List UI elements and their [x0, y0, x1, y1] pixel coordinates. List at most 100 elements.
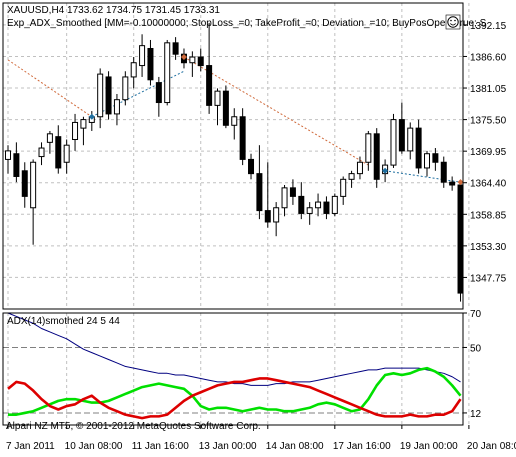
price-tick-label: 1369.95: [470, 147, 507, 158]
bear-candle-body: [264, 210, 271, 223]
candle[interactable]: [289, 179, 296, 205]
candle[interactable]: [390, 113, 397, 168]
bull-candle-body: [97, 73, 104, 118]
candle[interactable]: [373, 128, 380, 188]
bear-candle-body: [55, 136, 62, 169]
candles[interactable]: [5, 22, 464, 302]
bull-candle-body: [72, 121, 79, 141]
price-tick-label: 1347.75: [470, 273, 507, 284]
candle[interactable]: [130, 57, 137, 89]
candle[interactable]: [46, 130, 53, 154]
time-axis: 7 Jan 2011 10 Jan 08:00 11 Jan 16:00 13 Jan…: [6, 425, 516, 452]
candle[interactable]: [97, 68, 104, 129]
bull-candle-body: [407, 127, 414, 152]
candle[interactable]: [13, 142, 20, 183]
candle[interactable]: [21, 162, 28, 208]
candle[interactable]: [449, 176, 456, 191]
candle[interactable]: [72, 113, 79, 151]
bull-candle-body: [331, 195, 338, 214]
bull-candle-body: [231, 116, 238, 126]
candle[interactable]: [55, 125, 62, 174]
candle[interactable]: [365, 130, 372, 171]
smiley-face-icon[interactable]: [445, 14, 461, 30]
candle[interactable]: [5, 145, 11, 174]
candle[interactable]: [415, 119, 422, 174]
bear-candle-body: [449, 181, 456, 186]
candle[interactable]: [38, 142, 45, 166]
candle[interactable]: [147, 39, 154, 86]
price-axis: 1392.15 1386.60 1381.05 1375.50 1369.95 1364.…: [463, 21, 507, 284]
candle[interactable]: [315, 193, 322, 217]
price-tick-label: 1364.40: [470, 179, 507, 190]
candle[interactable]: [424, 150, 430, 177]
candle[interactable]: [323, 196, 330, 220]
candle[interactable]: [164, 39, 171, 106]
time-tick-label: 19 Jan 00:00: [400, 441, 458, 452]
indicator-tick-label: 50: [470, 343, 482, 354]
time-tick-label: 17 Jan 16:00: [333, 441, 391, 452]
candle[interactable]: [63, 139, 70, 174]
trade-markers: [88, 54, 464, 186]
candle[interactable]: [239, 108, 246, 166]
price-tick-label: 1386.60: [470, 52, 507, 63]
candle[interactable]: [273, 202, 280, 237]
candle[interactable]: [340, 176, 347, 205]
price-pane[interactable]: XAUUSD,H4 1733.62 1734.75 1731.45 1733.3…: [2, 2, 487, 310]
candle[interactable]: [30, 159, 37, 245]
candle[interactable]: [113, 94, 120, 126]
candle[interactable]: [348, 170, 355, 188]
candle[interactable]: [80, 116, 87, 146]
bear-candle-body: [457, 184, 464, 294]
candle[interactable]: [197, 48, 204, 72]
candle[interactable]: [172, 37, 179, 60]
series-line-plusminus-di: [8, 366, 462, 416]
candle[interactable]: [298, 182, 305, 220]
candle[interactable]: [189, 51, 196, 77]
bull-candle-body: [365, 133, 372, 163]
bull-candle-body: [424, 153, 430, 169]
bull-candle-body: [390, 119, 397, 166]
bear-candle-body: [256, 173, 263, 212]
bull-candle-body: [46, 133, 53, 143]
bear-candle-body: [206, 65, 213, 106]
candle[interactable]: [331, 193, 338, 217]
candle[interactable]: [264, 162, 271, 228]
time-tick-label: 13 Jan 00:00: [199, 441, 257, 452]
bull-candle-body: [63, 144, 70, 163]
indicator-lines: [7, 312, 462, 420]
candle[interactable]: [256, 145, 263, 220]
candle[interactable]: [231, 108, 238, 140]
candle[interactable]: [155, 76, 162, 117]
bull-candle-body: [38, 147, 45, 158]
candle[interactable]: [222, 85, 229, 129]
candle[interactable]: [407, 122, 414, 160]
candle[interactable]: [122, 71, 129, 106]
bull-candle-body: [281, 187, 288, 209]
sell-trade-line: [7, 59, 93, 118]
bear-candle-body: [289, 187, 296, 197]
sell-marker-icon: [180, 54, 187, 61]
bear-candle-body: [222, 90, 229, 126]
candle[interactable]: [432, 148, 439, 171]
buy-trade-line: [385, 170, 461, 183]
candle[interactable]: [214, 88, 221, 126]
candle[interactable]: [457, 182, 464, 302]
candle[interactable]: [206, 22, 213, 114]
bear-candle-body: [239, 116, 246, 160]
bear-candle-body: [415, 127, 422, 169]
bull-candle-body: [113, 99, 120, 115]
bull-candle-body: [340, 178, 347, 197]
candle[interactable]: [398, 102, 405, 154]
candle[interactable]: [248, 153, 255, 180]
indicator-tick-label: 12: [470, 409, 482, 420]
candle[interactable]: [105, 71, 112, 120]
candle[interactable]: [306, 202, 313, 225]
candle[interactable]: [356, 156, 363, 180]
time-tick-label: 20 Jan 08:00: [467, 441, 516, 452]
candle[interactable]: [440, 156, 447, 188]
indicator-grid: [3, 313, 470, 425]
candle[interactable]: [281, 185, 288, 217]
candle[interactable]: [139, 34, 146, 77]
